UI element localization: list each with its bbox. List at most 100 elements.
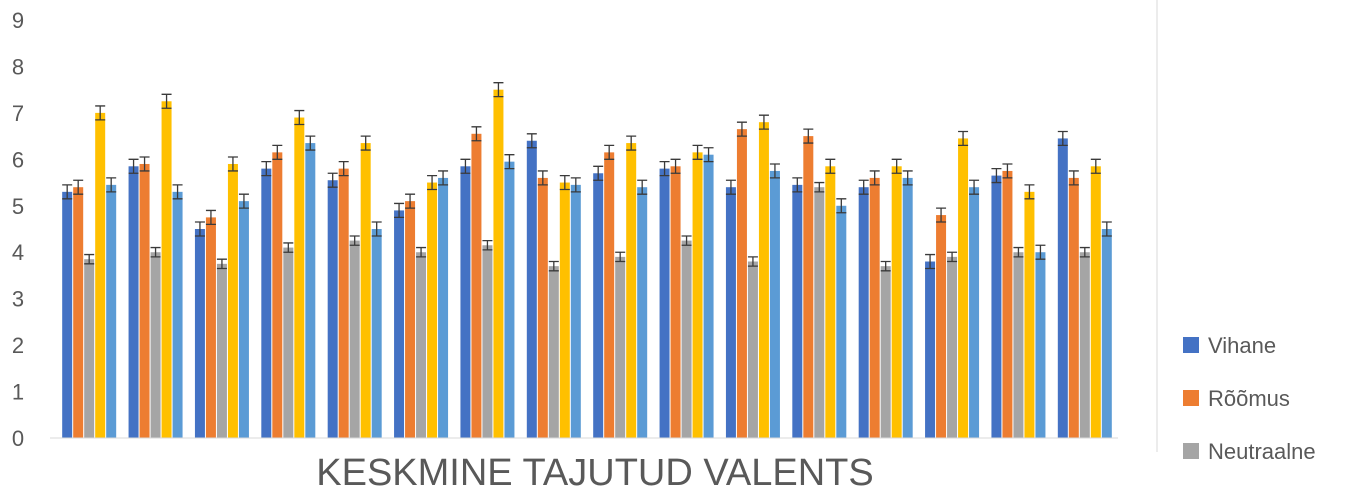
bar	[936, 215, 947, 438]
bar	[460, 166, 471, 439]
bar	[880, 266, 891, 438]
bar	[482, 245, 493, 438]
bar	[626, 143, 637, 439]
bar	[205, 217, 216, 438]
error-bar	[128, 158, 139, 174]
error-bar	[637, 179, 648, 195]
y-tick-label: 3	[12, 287, 24, 312]
bar	[958, 138, 969, 438]
bar	[294, 117, 305, 439]
bar	[327, 180, 338, 438]
error-bar	[1079, 246, 1090, 258]
x-axis-title: KESKMINE TAJUTUD VALENTS	[316, 452, 873, 494]
error-bar	[95, 105, 106, 121]
error-bar	[936, 207, 947, 223]
legend-swatch	[1183, 443, 1199, 459]
bar-group	[194, 156, 249, 438]
error-bar	[272, 144, 283, 160]
bar	[95, 112, 106, 438]
bar	[1090, 166, 1101, 439]
error-bar	[526, 133, 537, 149]
error-bar	[825, 158, 836, 174]
legend: Vihane Rõõmus Neutraalne	[1183, 333, 1316, 464]
bar	[659, 168, 670, 438]
error-bar	[360, 135, 371, 151]
bar	[570, 184, 581, 438]
bar	[371, 229, 382, 438]
error-bar	[161, 93, 172, 109]
bar	[1057, 138, 1068, 438]
bar	[692, 152, 703, 438]
bar	[681, 240, 692, 438]
bar-group	[394, 170, 449, 438]
bar	[338, 168, 349, 438]
bar	[216, 263, 227, 438]
error-bar	[460, 158, 471, 174]
error-bar	[858, 179, 869, 195]
bar	[438, 177, 449, 438]
error-bar	[84, 253, 95, 265]
error-bar	[615, 251, 626, 263]
bar	[858, 187, 869, 438]
legend-label: Neutraalne	[1208, 439, 1316, 464]
y-tick-label: 5	[12, 194, 24, 219]
error-bar	[504, 154, 515, 170]
bar	[73, 187, 84, 438]
error-bar	[416, 246, 427, 258]
y-tick-label: 9	[12, 8, 24, 33]
bar	[947, 256, 958, 438]
bar	[394, 210, 405, 438]
bar-group	[460, 82, 515, 439]
error-bar	[106, 177, 117, 193]
error-bar	[869, 170, 880, 186]
bar	[1068, 177, 1079, 438]
error-bar	[736, 121, 747, 137]
error-bar	[1035, 244, 1046, 260]
bar	[559, 182, 570, 438]
error-bar	[1024, 184, 1035, 200]
bar-group	[62, 105, 117, 438]
error-bar	[1068, 170, 1079, 186]
bar-group	[526, 133, 581, 438]
error-bar	[703, 147, 714, 163]
error-bar	[626, 135, 637, 151]
y-tick-label: 4	[12, 240, 24, 265]
y-axis: 0 1 2 3 4 5 6 7 8 9	[12, 8, 24, 451]
bar	[769, 170, 780, 438]
bar	[991, 175, 1002, 439]
bar-group	[128, 93, 183, 439]
error-bar	[482, 239, 493, 251]
bar	[969, 187, 980, 438]
error-bar	[205, 209, 216, 226]
bar	[869, 177, 880, 438]
bar	[1079, 252, 1090, 438]
bar	[902, 177, 913, 438]
error-bar	[902, 170, 913, 186]
bar-group	[261, 109, 316, 439]
bar	[272, 152, 283, 438]
bar	[803, 136, 814, 438]
error-bar	[172, 184, 183, 200]
error-bar	[1090, 158, 1101, 174]
bar	[725, 187, 736, 438]
bar-group	[327, 135, 382, 439]
bar	[1013, 252, 1024, 438]
bar	[1035, 252, 1046, 438]
error-bar	[891, 158, 902, 174]
bar	[238, 201, 249, 438]
error-bar	[769, 163, 780, 179]
error-bar	[371, 221, 382, 237]
bar	[526, 140, 537, 438]
legend-label: Rõõmus	[1208, 386, 1290, 411]
bar	[593, 173, 604, 438]
error-bar	[261, 161, 272, 177]
bar	[161, 101, 172, 439]
bar-group	[725, 114, 780, 438]
error-bar	[803, 128, 814, 144]
bar	[736, 129, 747, 438]
error-bar	[283, 242, 294, 253]
error-bar	[150, 246, 161, 258]
error-bar	[471, 126, 482, 142]
error-bar	[427, 174, 438, 191]
error-bar	[438, 170, 449, 186]
